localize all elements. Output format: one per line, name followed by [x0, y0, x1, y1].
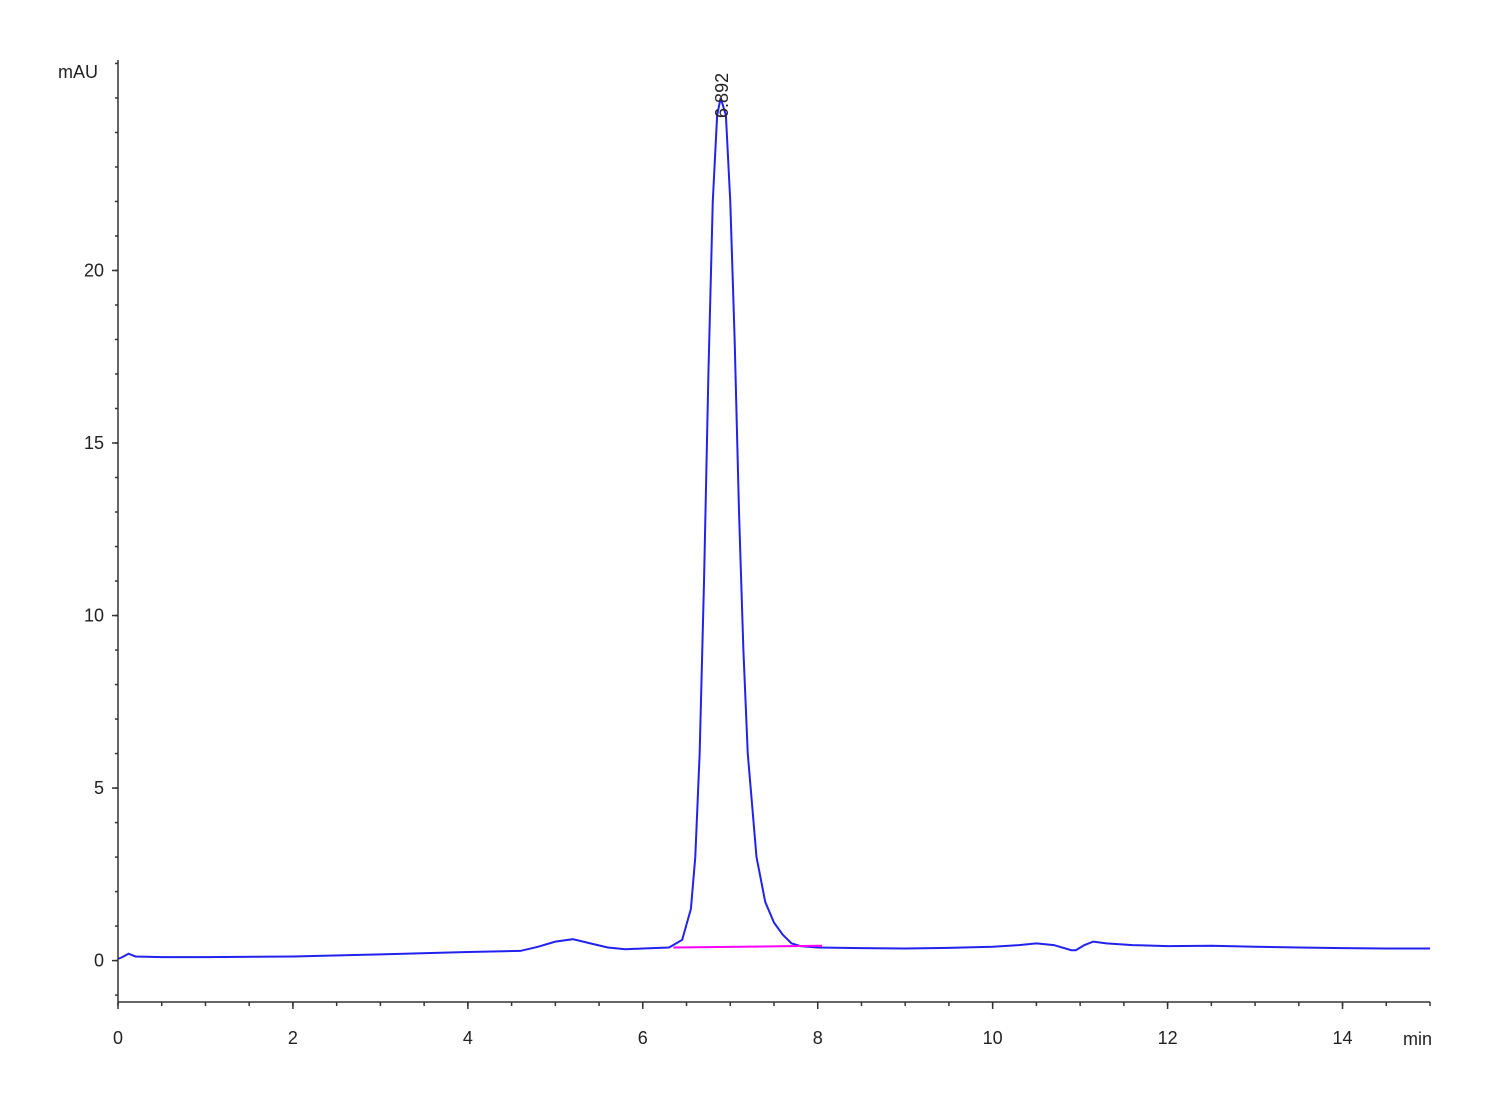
y-tick-label: 10 — [84, 606, 104, 626]
x-tick-label: 8 — [813, 1028, 823, 1048]
y-tick-label: 0 — [94, 951, 104, 971]
x-axis-label: min — [1403, 1029, 1432, 1049]
x-tick-label: 12 — [1158, 1028, 1178, 1048]
y-axis-label: mAU — [58, 62, 98, 82]
x-tick-label: 4 — [463, 1028, 473, 1048]
series-line — [673, 944, 823, 949]
peak-label: 6.892 — [712, 73, 732, 118]
x-tick-label: 10 — [983, 1028, 1003, 1048]
series-line — [117, 97, 1430, 960]
x-tick-label: 6 — [638, 1028, 648, 1048]
y-tick-label: 20 — [84, 260, 104, 280]
y-tick-label: 5 — [94, 778, 104, 798]
x-tick-label: 0 — [113, 1028, 123, 1048]
x-tick-label: 14 — [1333, 1028, 1353, 1048]
x-tick-label: 2 — [288, 1028, 298, 1048]
y-tick-label: 15 — [84, 433, 104, 453]
